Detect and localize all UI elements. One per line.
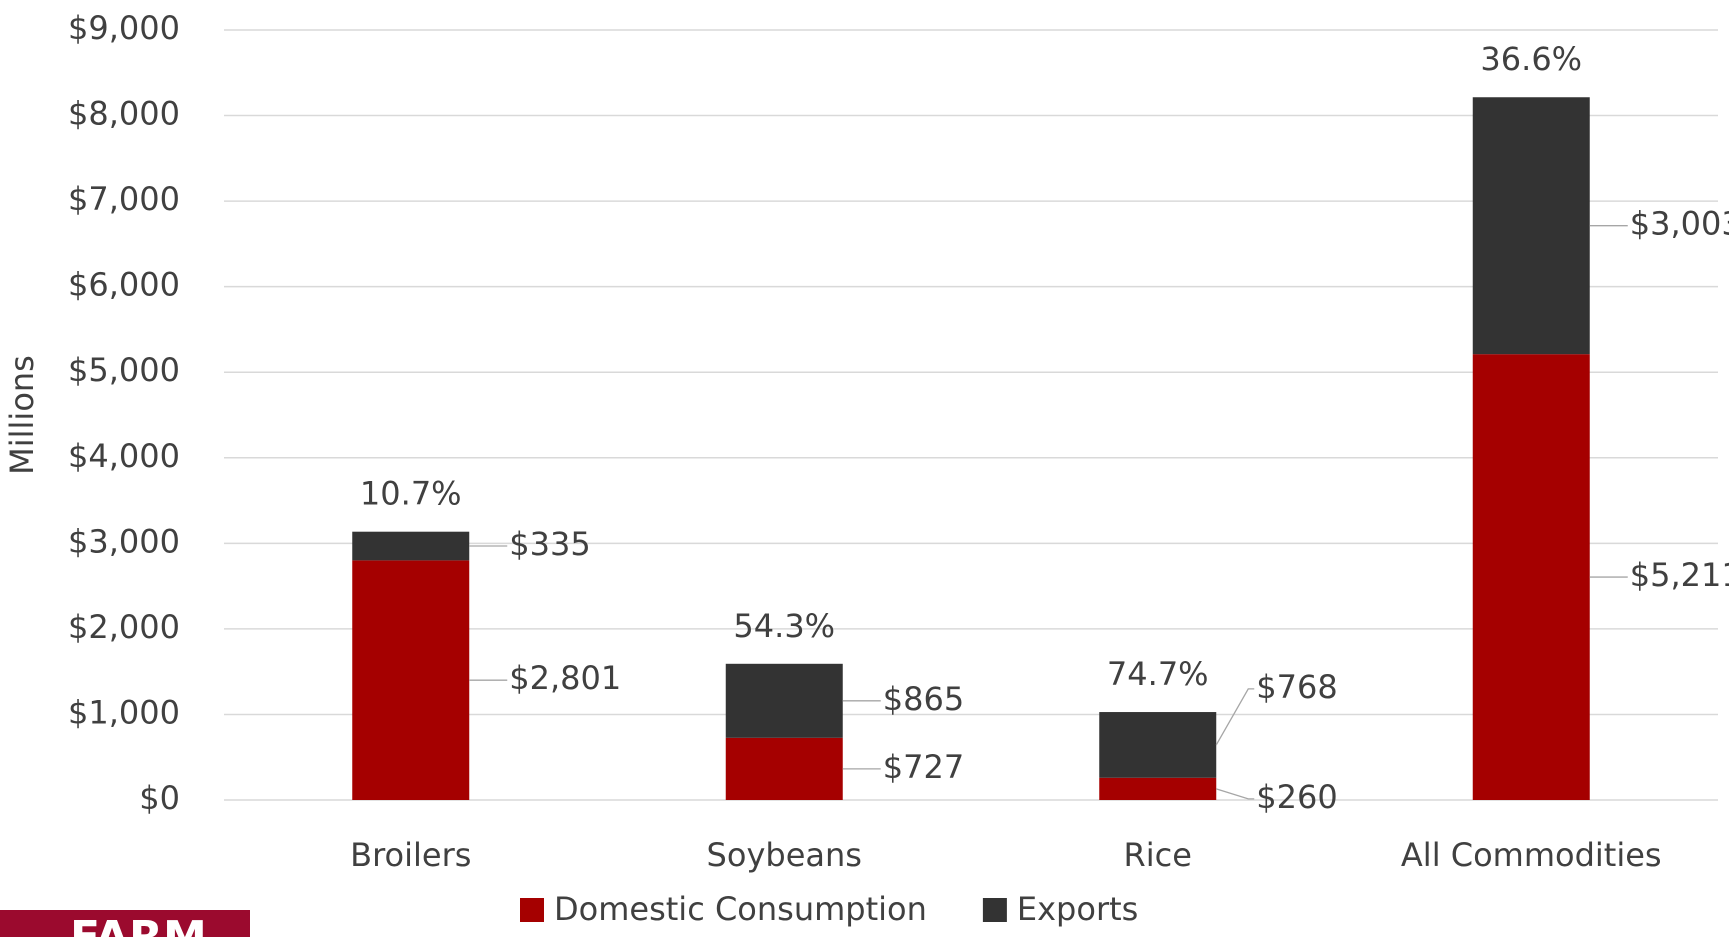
leader-line <box>1215 688 1255 746</box>
x-tick-label: Soybeans <box>707 836 862 874</box>
data-label: $768 <box>1256 668 1337 706</box>
y-tick-label: $5,000 <box>68 351 180 389</box>
total-annotation: 54.3% <box>733 607 835 645</box>
bar-segment <box>1472 97 1590 355</box>
legend-label: Exports <box>1017 890 1138 928</box>
y-tick-label: $1,000 <box>68 693 180 731</box>
data-label: $865 <box>883 680 964 718</box>
bar-segment <box>725 663 843 738</box>
bar-segment <box>1472 354 1590 800</box>
logo-text: FARM <box>70 912 207 937</box>
leader-line <box>1216 788 1255 800</box>
y-tick-label: $7,000 <box>68 180 180 218</box>
y-tick-label: $4,000 <box>68 437 180 475</box>
data-label: $335 <box>509 525 590 563</box>
x-tick-label: Broilers <box>350 836 471 874</box>
y-tick-label: $6,000 <box>68 266 180 304</box>
y-tick-label: $2,000 <box>68 608 180 646</box>
data-label: $3,003 <box>1630 205 1729 243</box>
legend-swatch <box>982 898 1007 922</box>
y-axis-label: Millions <box>3 355 41 475</box>
logo-box <box>0 910 250 937</box>
bar-segment <box>1099 712 1217 778</box>
legend-label: Domestic Consumption <box>554 890 927 928</box>
y-tick-label: $0 <box>139 779 180 817</box>
x-tick-label: Rice <box>1124 836 1192 874</box>
bar-segment <box>1099 777 1217 800</box>
bar-segment <box>352 531 470 561</box>
y-tick-label: $3,000 <box>68 522 180 560</box>
y-tick-label: $8,000 <box>68 95 180 133</box>
data-label: $5,211 <box>1630 556 1729 594</box>
bar-segment <box>725 737 843 800</box>
total-annotation: 10.7% <box>360 475 462 513</box>
total-annotation: 74.7% <box>1107 655 1209 693</box>
legend-swatch <box>520 898 544 922</box>
data-label: $2,801 <box>509 659 621 697</box>
x-tick-label: All Commodities <box>1401 836 1662 874</box>
data-label: $727 <box>883 748 964 786</box>
y-tick-label: $9,000 <box>68 9 180 47</box>
total-annotation: 36.6% <box>1480 40 1582 78</box>
bar-segment <box>352 560 470 800</box>
data-label: $260 <box>1256 778 1337 816</box>
